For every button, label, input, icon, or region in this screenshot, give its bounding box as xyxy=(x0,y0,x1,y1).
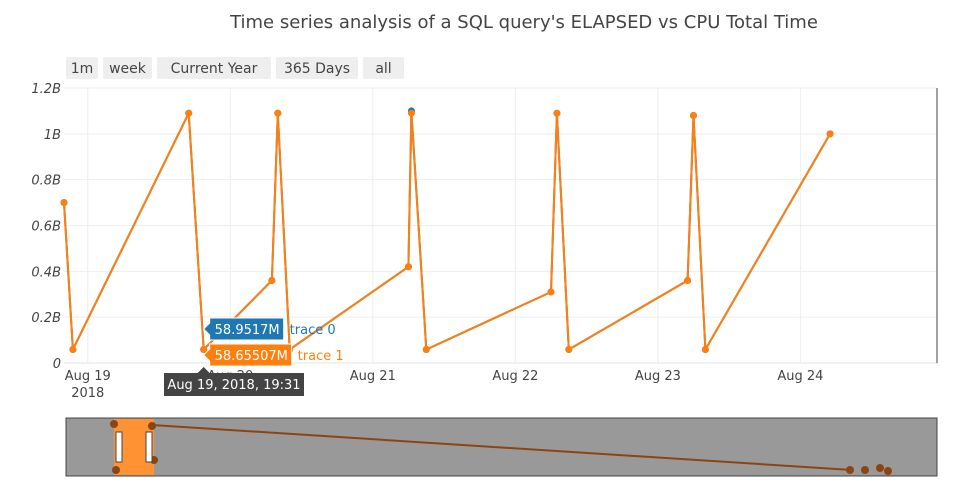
series-point[interactable] xyxy=(422,345,430,353)
range-slider-handle-right[interactable] xyxy=(145,431,153,463)
range-button-label: 1m xyxy=(71,61,94,77)
range-button-1m[interactable]: 1m xyxy=(66,57,98,79)
series-point[interactable] xyxy=(274,109,282,117)
series-point[interactable] xyxy=(200,346,208,354)
range-button-bg xyxy=(276,57,358,79)
range-button-current-year[interactable]: Current Year xyxy=(157,57,271,79)
chart-title: Time series analysis of a SQL query's EL… xyxy=(229,12,818,33)
range-button-label: 365 Days xyxy=(284,61,350,77)
range-selector: 1m week Current Year 365 Days all xyxy=(66,57,404,79)
range-button-label: all xyxy=(375,61,391,77)
series-point[interactable] xyxy=(69,345,77,353)
y-tick-label: 1B xyxy=(44,128,61,143)
range-slider-point xyxy=(148,422,156,430)
series-point[interactable] xyxy=(404,263,412,271)
x-tick-label: Aug 21 xyxy=(350,369,396,384)
hover-label-trace-0: 58.9517M trace 0 xyxy=(202,317,336,341)
y-tick-label: 0.6B xyxy=(31,220,61,235)
range-button-bg xyxy=(66,57,98,79)
series-point[interactable] xyxy=(565,345,573,353)
series xyxy=(60,107,834,354)
series-point[interactable] xyxy=(690,112,698,119)
range-slider-point xyxy=(876,464,884,472)
grid xyxy=(64,87,937,364)
range-button-all[interactable]: all xyxy=(363,57,404,79)
y-tick-label: 1.2B xyxy=(31,82,61,97)
range-button-bg xyxy=(157,57,271,79)
x-tick-label: Aug 23 xyxy=(635,369,681,384)
series-point[interactable] xyxy=(185,109,193,117)
hover-label-box xyxy=(202,317,285,341)
range-button-week[interactable]: week xyxy=(103,57,152,79)
y-axis-ticks: 0 0.2B 0.4B 0.6B 0.8B 1B 1.2B xyxy=(31,82,61,372)
series-point[interactable] xyxy=(553,109,561,117)
y-tick-label: 0.2B xyxy=(31,311,61,326)
series-line xyxy=(63,109,831,354)
y-tick-label: 0 xyxy=(53,357,61,372)
x-tick-sublabel: 2018 xyxy=(71,386,104,401)
series-point[interactable] xyxy=(826,130,834,138)
series-line xyxy=(63,109,831,354)
hover-x-label-arrow xyxy=(197,367,210,373)
hover-label-value: 58.9517M xyxy=(215,323,280,338)
hover-label-name: trace 0 xyxy=(290,323,336,338)
series-point[interactable] xyxy=(684,277,692,284)
hover-x-label-box xyxy=(164,373,304,396)
series-point[interactable] xyxy=(268,277,276,284)
range-button-label: week xyxy=(109,61,147,77)
hover-label-trace-1: 58.65507M trace 1 xyxy=(202,343,344,367)
range-slider-handle-left[interactable] xyxy=(115,431,123,463)
range-slider-trace xyxy=(151,424,853,471)
x-tick-label: Aug 22 xyxy=(492,369,538,384)
x-tick-label: Aug 24 xyxy=(777,369,823,384)
range-slider-point xyxy=(884,467,892,475)
series-point[interactable] xyxy=(701,345,709,353)
series-point[interactable] xyxy=(407,109,415,117)
range-slider[interactable] xyxy=(65,417,938,477)
y-tick-label: 0.8B xyxy=(31,174,61,189)
x-tick-label: Aug 19 xyxy=(65,369,111,384)
hover-label-value: 58.65507M xyxy=(215,349,288,364)
range-button-label: Current Year xyxy=(171,61,258,77)
range-slider-point xyxy=(846,466,854,474)
series-point[interactable] xyxy=(547,288,555,296)
hover-label-name: trace 1 xyxy=(298,349,344,364)
series-trace-1 xyxy=(60,109,834,354)
range-slider-point xyxy=(110,420,118,428)
hover-tooltip: 58.9517M trace 058.65507M trace 1 Aug 19, 2… xyxy=(164,317,344,396)
hover-x-label-text: Aug 19, 2018, 19:31 xyxy=(167,378,300,393)
range-button-bg xyxy=(363,57,404,79)
range-slider-point xyxy=(112,466,120,474)
range-button-365-days[interactable]: 365 Days xyxy=(276,57,358,79)
hover-x-label: Aug 19, 2018, 19:31 xyxy=(164,367,304,396)
range-slider-point xyxy=(861,466,869,474)
y-tick-label: 0.4B xyxy=(31,265,61,280)
series-trace-0 xyxy=(60,107,834,354)
hover-label-box xyxy=(202,343,293,367)
series-point[interactable] xyxy=(60,199,68,207)
range-button-bg xyxy=(103,57,152,79)
